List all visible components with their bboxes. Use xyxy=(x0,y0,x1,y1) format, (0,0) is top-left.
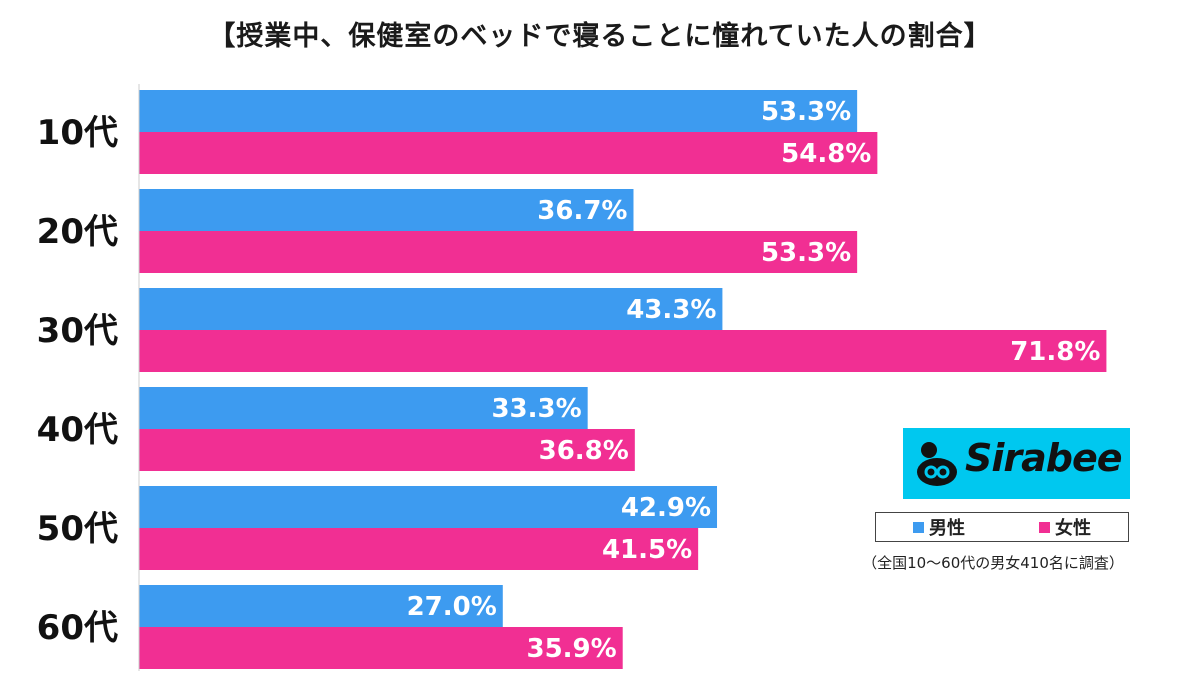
legend-label-female: 女性 xyxy=(1055,518,1091,539)
category-label: 40代 xyxy=(37,410,118,450)
bar-value-female: 53.3% xyxy=(761,238,851,268)
survey-note: （全国10〜60代の男女410名に調査） xyxy=(862,554,1124,572)
bar-female xyxy=(139,528,699,570)
category-label: 10代 xyxy=(37,113,118,153)
bar-value-female: 36.8% xyxy=(539,436,629,466)
bar-male xyxy=(139,288,723,330)
bar-female xyxy=(139,231,858,273)
bar-value-male: 33.3% xyxy=(491,394,581,424)
bar-value-female: 54.8% xyxy=(781,139,871,169)
sirabee-logo-icon xyxy=(917,442,957,486)
bar-value-male: 43.3% xyxy=(626,295,716,325)
bar-female xyxy=(139,330,1107,372)
bar-value-female: 35.9% xyxy=(527,634,617,664)
chart-title: 【授業中、保健室のベッドで寝ることに憧れていた人の割合】 xyxy=(208,21,992,52)
bar-male xyxy=(139,585,503,627)
bar-male xyxy=(139,486,718,528)
bar-value-male: 36.7% xyxy=(537,196,627,226)
bar-value-male: 27.0% xyxy=(407,592,497,622)
category-label: 30代 xyxy=(37,311,118,351)
category-label: 50代 xyxy=(37,509,118,549)
bar-female xyxy=(139,132,878,174)
bar-value-male: 53.3% xyxy=(761,97,851,127)
bar-value-female: 71.8% xyxy=(1010,337,1100,367)
legend-item-male: 男性 xyxy=(913,514,965,540)
chart-legend: 男性 女性 xyxy=(875,512,1129,542)
sirabee-logo-text: Sirabee xyxy=(965,436,1123,480)
category-label: 20代 xyxy=(37,212,118,252)
legend-label-male: 男性 xyxy=(929,518,965,539)
legend-swatch-female xyxy=(1039,521,1050,533)
legend-swatch-male xyxy=(913,521,924,533)
bar-value-female: 41.5% xyxy=(602,535,692,565)
bar-female xyxy=(139,429,635,471)
bar-female xyxy=(139,627,623,669)
category-label: 60代 xyxy=(37,608,118,648)
sirabee-logo: Sirabee xyxy=(903,428,1130,499)
legend-item-female: 女性 xyxy=(1039,514,1091,540)
bar-value-male: 42.9% xyxy=(621,493,711,523)
bar-male xyxy=(139,90,858,132)
bar-male xyxy=(139,387,588,429)
bar-male xyxy=(139,189,634,231)
